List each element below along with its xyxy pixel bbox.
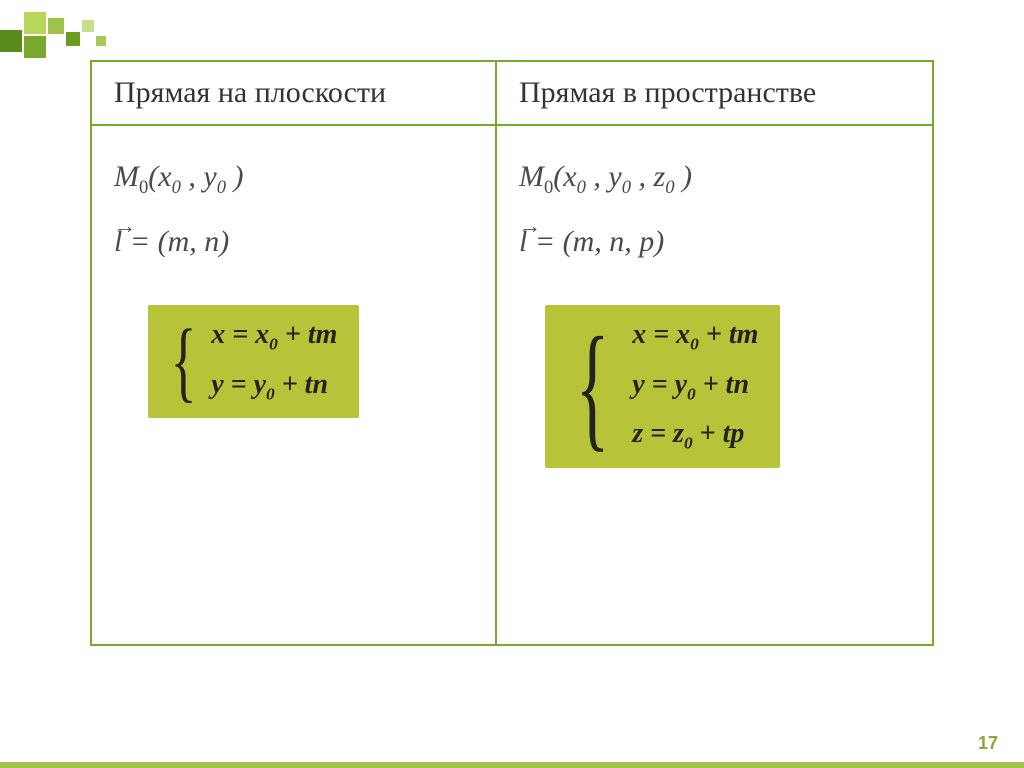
left-vector: → l = (m, n) [114, 225, 473, 259]
left-brace-icon: { [171, 326, 197, 398]
slide-content: Прямая на плоскости Прямая в пространств… [90, 60, 934, 646]
vector-arrow-icon: → [519, 213, 541, 239]
left-brace-icon: { [576, 334, 610, 439]
cell-left: M0(x0 , y0 ) → l = (m, n) { x = x0 + tm [91, 125, 496, 645]
cell-right: M0(x0 , y0 , z0 ) → l = (m, n, p) { x = … [496, 125, 933, 645]
vector-arrow-icon: → [114, 213, 136, 239]
comparison-table: Прямая на плоскости Прямая в пространств… [90, 60, 934, 646]
right-point: M0(x0 , y0 , z0 ) [519, 160, 910, 199]
decor-square [48, 18, 64, 34]
left-equations-box: { x = x0 + tm y = y0 + tn [148, 305, 359, 418]
decor-square [24, 36, 46, 58]
header-left: Прямая на плоскости [91, 61, 496, 125]
right-eq-1: x = x0 + tm [632, 319, 758, 355]
left-point: M0(x0 , y0 ) [114, 160, 473, 199]
decor-square [66, 32, 80, 46]
right-eq-3: z = z0 + tp [632, 418, 758, 454]
table-header-row: Прямая на плоскости Прямая в пространств… [91, 61, 933, 125]
bottom-accent-bar [0, 762, 1024, 768]
decor-square [24, 12, 46, 34]
header-right: Прямая в пространстве [496, 61, 933, 125]
table-body-row: M0(x0 , y0 ) → l = (m, n) { x = x0 + tm [91, 125, 933, 645]
page-number: 17 [978, 733, 998, 754]
decor-square [0, 30, 22, 52]
left-eq-2: y = y0 + tn [211, 369, 337, 405]
decor-square [82, 20, 94, 32]
right-eq-2: y = y0 + tn [632, 369, 758, 405]
right-vector: → l = (m, n, p) [519, 225, 910, 259]
decor-square [96, 36, 106, 46]
left-eq-1: x = x0 + tm [211, 319, 337, 355]
right-equations-box: { x = x0 + tm y = y0 + tn z = z0 + tp [545, 305, 780, 468]
